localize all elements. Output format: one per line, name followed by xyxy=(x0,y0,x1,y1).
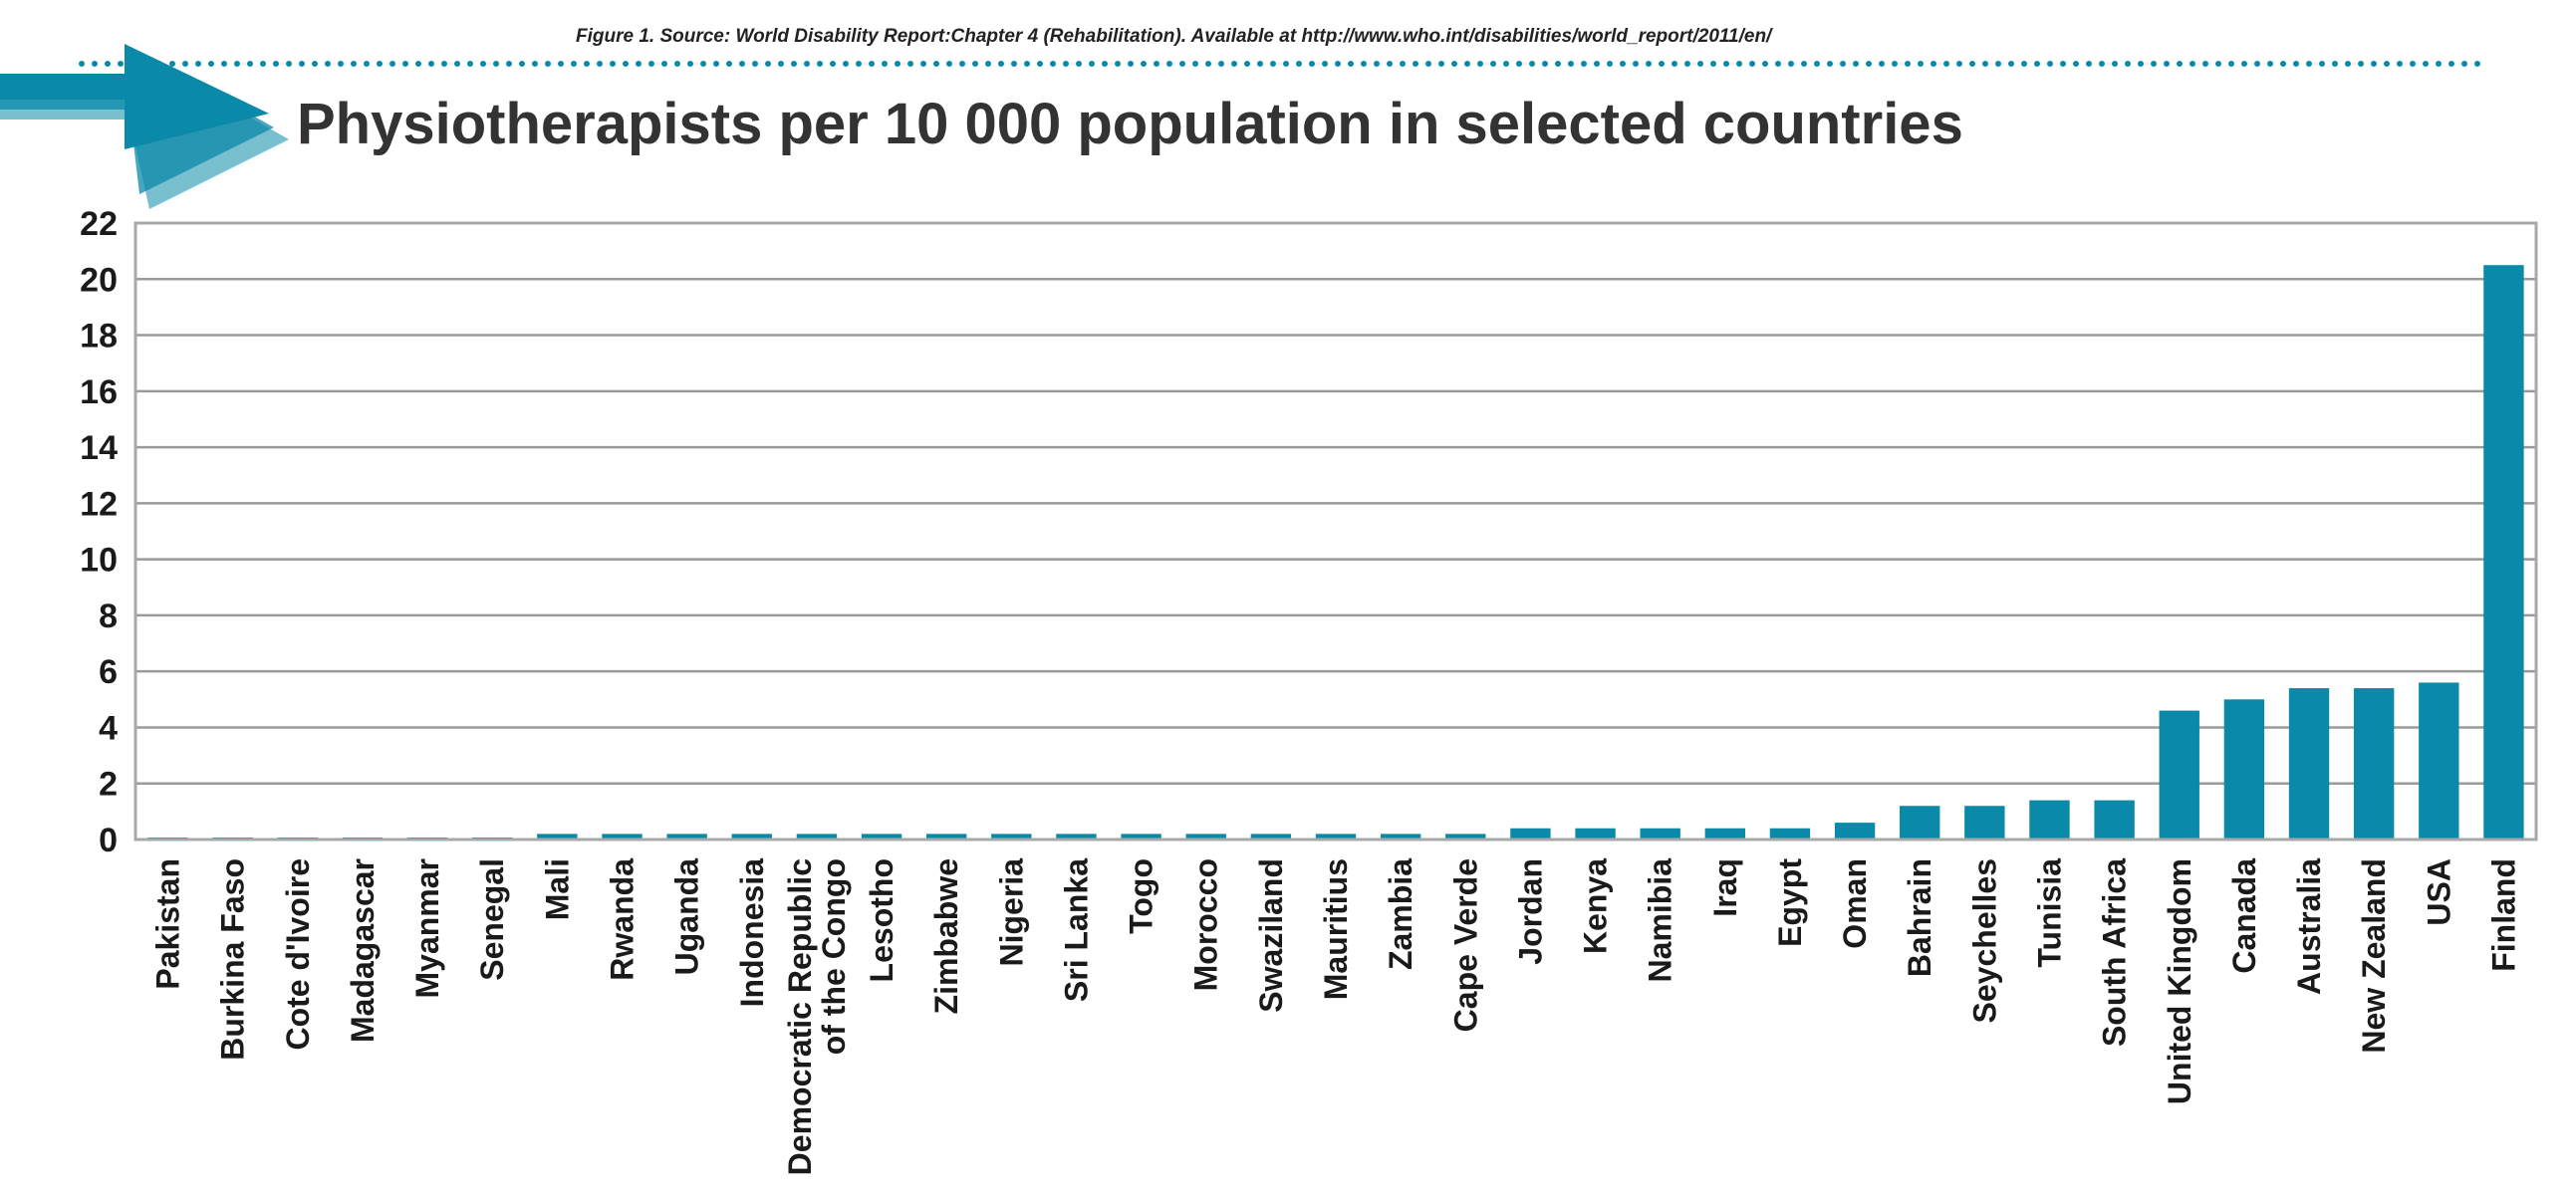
y-tick-label: 18 xyxy=(80,318,118,356)
bar xyxy=(1185,834,1226,840)
x-tick-label: Oman xyxy=(1837,858,1873,949)
x-tick-label: Bahrain xyxy=(1902,858,1937,977)
bar xyxy=(731,834,772,840)
x-tick-label: Seychelles xyxy=(1966,858,2002,1023)
x-tick-label: Uganda xyxy=(669,858,705,976)
bar xyxy=(1445,834,1486,840)
bar xyxy=(2353,688,2395,840)
x-tick-label: New Zealand xyxy=(2356,858,2392,1054)
bar xyxy=(1704,828,1746,840)
plot-frame xyxy=(133,221,2538,841)
x-tick-label: Togo xyxy=(1124,858,1159,934)
bar xyxy=(1769,828,1811,840)
x-tick-label: Iraq xyxy=(1707,858,1743,917)
x-tick-label: Sri Lanka xyxy=(1058,858,1094,1002)
x-tick-label: of the Congo xyxy=(816,858,852,1055)
bar xyxy=(1575,828,1616,840)
x-tick-label: Cape Verde xyxy=(1447,858,1483,1032)
y-axis: 0 2 4 6 8 10 12 14 16 18 20 22 xyxy=(80,205,118,859)
x-tick-label: Pakistan xyxy=(150,858,186,990)
x-tick-label: Finland xyxy=(2485,858,2521,972)
bar xyxy=(2094,800,2135,840)
x-tick-label: Australia xyxy=(2291,858,2327,995)
chart-title: Physiotherapists per 10 000 population i… xyxy=(297,92,1963,156)
x-tick-label: Tunisia xyxy=(2031,858,2067,968)
bar xyxy=(1834,823,1876,840)
bar xyxy=(2288,688,2330,840)
x-tick-label: Canada xyxy=(2226,858,2262,974)
x-tick-label: Indonesia xyxy=(734,858,770,1008)
x-axis: Pakistan Burkina Faso Cote d'Ivoire Madagas… xyxy=(150,858,2522,1176)
bar xyxy=(1121,834,1161,840)
bar xyxy=(2159,710,2199,840)
bar xyxy=(2029,800,2070,840)
bar xyxy=(2483,265,2524,840)
bar xyxy=(1510,828,1551,840)
bar xyxy=(537,834,578,840)
figure-caption: Figure 1. Source: World Disability Repor… xyxy=(576,26,1773,47)
y-tick-label: 22 xyxy=(80,205,118,243)
bars xyxy=(147,265,2524,840)
x-tick-label: Democratic Republic xyxy=(782,858,818,1175)
x-tick-label: Egypt xyxy=(1772,858,1808,947)
y-tick-label: 10 xyxy=(80,542,118,580)
x-tick-label: Jordan xyxy=(1512,858,1548,965)
x-tick-label: Kenya xyxy=(1578,858,1614,954)
x-tick-label: Namibia xyxy=(1643,858,1678,983)
x-tick-label: Lesotho xyxy=(864,858,900,982)
y-tick-label: 12 xyxy=(80,485,118,523)
bar xyxy=(991,834,1032,840)
y-tick-label: 0 xyxy=(99,822,118,859)
bar xyxy=(1315,834,1357,840)
x-tick-label: Zimbabwe xyxy=(928,858,964,1014)
x-tick-label: Mali xyxy=(539,858,575,920)
arrow-icon xyxy=(0,44,289,209)
y-tick-label: 16 xyxy=(80,373,118,411)
x-tick-label: Cote d'Ivoire xyxy=(280,858,316,1051)
x-tick-label: Mauritius xyxy=(1318,858,1354,1000)
x-tick-label: Myanmar xyxy=(409,858,445,999)
x-tick-label: Nigeria xyxy=(993,858,1029,967)
y-tick-label: 8 xyxy=(99,598,118,635)
x-tick-label: United Kingdom xyxy=(2162,858,2197,1104)
x-tick-label: Burkina Faso xyxy=(215,858,251,1061)
y-tick-label: 4 xyxy=(99,709,118,747)
x-tick-label: USA xyxy=(2421,858,2456,926)
bar xyxy=(602,834,643,840)
bar xyxy=(925,834,967,840)
x-tick-label: Senegal xyxy=(474,858,510,981)
x-tick-label: Swaziland xyxy=(1253,858,1289,1013)
bar xyxy=(861,834,902,840)
bar xyxy=(666,834,707,840)
bar xyxy=(1056,834,1097,840)
bar xyxy=(796,834,838,840)
x-tick-label: Morocco xyxy=(1188,858,1224,991)
bar xyxy=(1900,806,1940,840)
bar xyxy=(1380,834,1421,840)
x-tick-label: South Africa xyxy=(2097,858,2133,1047)
bar xyxy=(2419,682,2459,840)
x-tick-label: Rwanda xyxy=(605,858,641,981)
bar xyxy=(2223,699,2265,840)
bar xyxy=(1640,828,1680,840)
bar xyxy=(1964,806,2005,840)
x-tick-label: Madagascar xyxy=(345,858,381,1043)
bar xyxy=(1250,834,1292,840)
x-tick-label: Zambia xyxy=(1383,858,1418,970)
y-tick-label: 14 xyxy=(80,429,118,467)
y-tick-label: 6 xyxy=(99,653,118,691)
y-tick-label: 2 xyxy=(99,766,118,804)
y-tick-label: 20 xyxy=(80,261,118,299)
gridlines xyxy=(135,221,2536,841)
